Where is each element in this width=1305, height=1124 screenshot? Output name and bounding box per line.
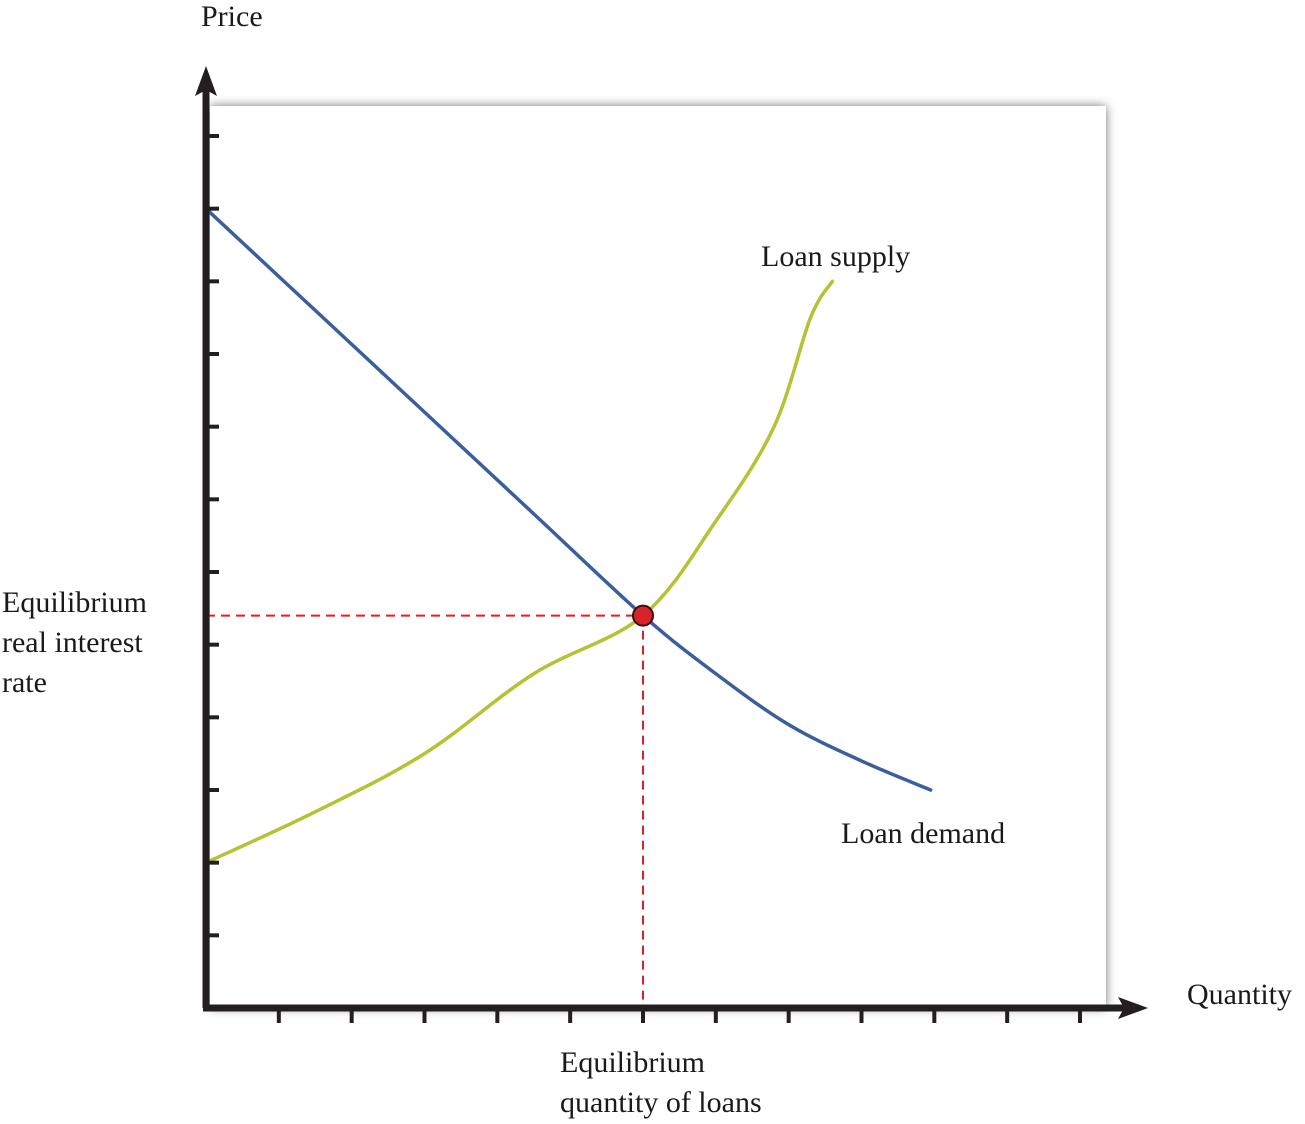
loan-supply-curve (204, 279, 835, 865)
series-layer (204, 206, 933, 865)
axis-ticks (206, 134, 1082, 1023)
x-axis-title: Quantity (1187, 978, 1292, 1011)
equilibrium-guides (206, 614, 644, 1008)
loan-demand-curve (204, 206, 933, 792)
equilibrium-quantity-line-1: Equilibrium (560, 1046, 705, 1079)
equilibrium-rate-line-1: Equilibrium (2, 586, 147, 619)
axes (195, 66, 1148, 1019)
equilibrium-quantity-line-2: quantity of loans (560, 1086, 762, 1119)
y-axis-arrowhead (195, 66, 217, 96)
y-axis-title: Price (201, 0, 263, 33)
loan-supply-label: Loan supply (761, 240, 911, 273)
plot-panel (210, 106, 1106, 1008)
equilibrium-rate-line-3: rate (2, 666, 47, 699)
loan-demand-label: Loan demand (841, 817, 1006, 850)
x-axis-arrowhead (1118, 997, 1148, 1019)
equilibrium-quantity-label: Equilibrium quantity of loans (560, 1043, 762, 1123)
equilibrium-rate-line-2: real interest (2, 626, 143, 659)
equilibrium-rate-label: Equilibrium real interest rate (2, 583, 147, 703)
marker-layer (632, 604, 654, 627)
equilibrium-point-marker (632, 604, 654, 627)
